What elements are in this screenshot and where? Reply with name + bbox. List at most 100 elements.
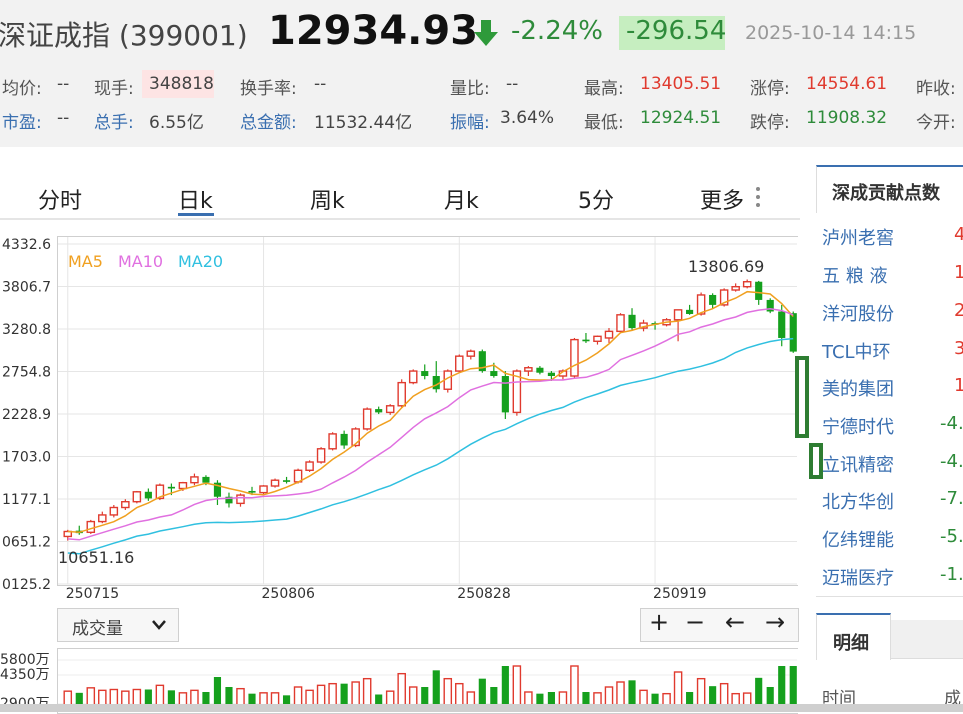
indicator-select[interactable]: 成交量 [57, 608, 179, 642]
candle-body [316, 448, 326, 463]
sidebar-item-name[interactable]: 洋河股份 [822, 304, 894, 325]
candle-body [397, 381, 406, 407]
volume-bar [144, 689, 152, 712]
zongjine-label[interactable]: 总金额: [240, 113, 297, 133]
dieting-value: 11908.32 [806, 108, 888, 128]
kline-chart[interactable]: 4332.6 3806.7 3280.8 2754.8 2228.9 1703.0 1177… [0, 228, 800, 608]
ma10-line [67, 308, 794, 541]
candle-body [155, 484, 165, 500]
sidebar-item-value: 4 [954, 224, 963, 245]
candle-body [582, 339, 590, 342]
sidebar-item-value: -4. [940, 451, 963, 472]
volume-bar [375, 694, 383, 712]
junjia-value: -- [57, 74, 70, 94]
volume-bar [755, 677, 763, 712]
zoom-in-button[interactable]: + [648, 608, 670, 636]
dieting-label: 跌停: [750, 113, 790, 133]
tab-5fen[interactable]: 5分 [578, 189, 614, 214]
vol-tick-0: 5800万 [0, 652, 50, 668]
candle-body [490, 371, 498, 377]
chart-scroll-handle-small[interactable] [809, 443, 823, 479]
tab-more[interactable]: 更多 [700, 189, 745, 214]
sidebar-item-name[interactable]: 北方华创 [822, 492, 894, 513]
volume-bar [421, 687, 429, 712]
candle-body [524, 367, 533, 372]
sidebar-item-name[interactable]: 立讯精密 [822, 455, 894, 476]
volume-bar [75, 692, 83, 712]
sidebar-item-name[interactable]: 泸州老窖 [822, 228, 894, 249]
candle-body [248, 490, 256, 493]
sidebar-item-value: -4. [940, 413, 963, 434]
huanshou-value: -- [314, 74, 327, 94]
huanshou-label: 换手率: [240, 79, 297, 99]
shiying-label[interactable]: 市盈: [2, 113, 42, 133]
candle-body [178, 481, 188, 490]
scroll-left-button[interactable]: ← [724, 608, 746, 636]
tab-fenshi[interactable]: 分时 [38, 189, 83, 214]
sidebar-item-name[interactable]: 美的集团 [822, 379, 894, 400]
ma-lines [67, 290, 794, 555]
zoom-out-button[interactable]: − [684, 608, 706, 636]
sidebar-item-name[interactable]: 亿纬锂能 [822, 530, 894, 551]
sidebar-item-value: 1 [954, 375, 963, 396]
candle-body [547, 372, 555, 377]
candle-body [375, 409, 383, 413]
candle-body [628, 314, 636, 329]
junjia-label: 均价: [2, 79, 42, 99]
volume-bar [651, 693, 659, 712]
tab-yuek[interactable]: 月k [444, 189, 479, 214]
horizontal-scrollbar[interactable] [0, 704, 963, 712]
volume-bar [478, 678, 486, 712]
detail-tab-inactive[interactable] [890, 620, 963, 659]
quote-datetime: 2025-10-14 14:15 [745, 22, 917, 44]
xianshou-value: 348818 [149, 74, 214, 94]
active-tab-indicator [178, 213, 214, 216]
zhenfu-value: 3.64% [500, 108, 555, 128]
sidebar-title-tab[interactable]: 深成贡献点数 [816, 165, 963, 213]
zuigao-label: 最高: [584, 79, 624, 99]
zhenfu-label[interactable]: 振幅: [450, 113, 490, 133]
volume-bar [686, 692, 694, 712]
chevron-down-icon [152, 620, 166, 630]
change-value-badge [619, 16, 725, 50]
more-dots-icon[interactable] [754, 186, 762, 208]
scroll-right-button[interactable]: → [764, 608, 786, 636]
zoom-toolbar [640, 608, 799, 642]
tab-detail[interactable]: 明细 [816, 613, 891, 660]
sidebar-item-value: -1. [940, 564, 963, 585]
volume-bar [466, 691, 476, 712]
chart-scroll-handle[interactable] [795, 356, 809, 438]
volume-chart[interactable]: 5800万 4350万 2900万 [0, 640, 800, 712]
volume-bar [719, 682, 729, 712]
volume-bar [628, 680, 636, 712]
candle-body [593, 335, 602, 342]
volume-bar [282, 695, 291, 712]
sidebar-item-name[interactable]: 五 粮 液 [822, 266, 888, 287]
min-price-label: 10651.16 [58, 548, 134, 567]
candle-body [144, 491, 152, 499]
volume-bar [202, 692, 210, 712]
sidebar-item-value: -7. [940, 488, 963, 509]
volume-bar [570, 665, 579, 712]
candle-body [236, 494, 245, 505]
candle-body [421, 371, 429, 377]
shiying-value: -- [57, 108, 70, 128]
sidebar-item-name[interactable]: 迈瑞医疗 [822, 568, 894, 589]
tab-rik[interactable]: 日k [178, 189, 213, 214]
zongshou-label[interactable]: 总手: [94, 113, 134, 133]
volume-bar [604, 686, 614, 712]
candle-body [202, 476, 210, 483]
sidebar-item-name[interactable]: TCL中环 [822, 342, 891, 363]
down-arrow-icon [474, 20, 498, 46]
volume-bar [558, 691, 568, 712]
candle-body [512, 370, 522, 414]
sidebar-item-name[interactable]: 宁德时代 [822, 417, 894, 438]
candle-body [789, 313, 797, 352]
candle-body [478, 351, 486, 372]
volume-bar [547, 692, 555, 712]
candle-body [98, 514, 107, 523]
volume-bar [132, 688, 142, 712]
volume-bar [662, 692, 671, 712]
tab-zhouk[interactable]: 周k [310, 189, 345, 214]
tab-detail-label: 明细 [833, 633, 869, 654]
